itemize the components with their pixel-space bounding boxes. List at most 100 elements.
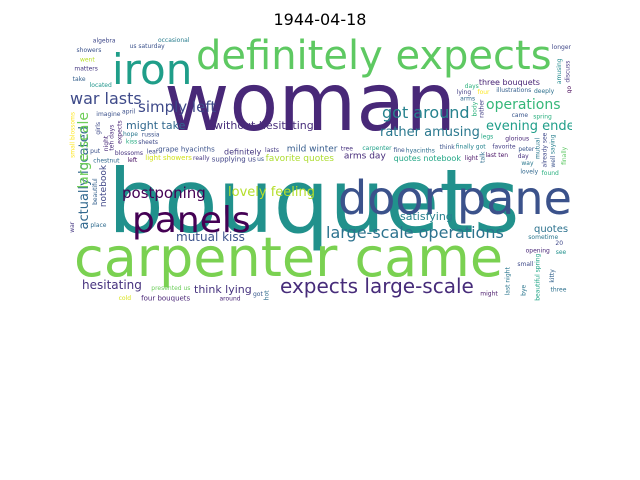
cloud-word: hesitating: [82, 278, 142, 292]
cloud-word: last ten: [486, 152, 509, 159]
cloud-word: kiss: [126, 139, 137, 146]
cloud-word: large-scale operations: [326, 223, 504, 242]
cloud-word: mild winter: [287, 144, 338, 154]
cloud-word: spring: [533, 113, 552, 120]
cloud-word: well: [550, 155, 557, 167]
cloud-word: opening: [526, 248, 550, 255]
cloud-word: april: [122, 108, 136, 115]
cloud-word: sometime: [528, 234, 558, 241]
cloud-word: four: [477, 89, 490, 96]
cloud-word: evening ended: [486, 119, 572, 134]
cloud-word: sheets: [138, 139, 158, 146]
cloud-word: bye: [520, 285, 527, 296]
cloud-word: discuss: [565, 61, 572, 83]
cloud-word: chestnut: [93, 157, 120, 164]
cloud-word: quotes notebook: [394, 154, 462, 163]
chart-title: 1944-04-18: [273, 10, 367, 29]
cloud-word: really: [193, 155, 210, 162]
cloud-word: left: [128, 157, 138, 164]
cloud-word: occasional: [158, 37, 190, 44]
cloud-word: got: [253, 291, 263, 298]
cloud-word: satisfying: [400, 210, 453, 223]
cloud-word: carpenter came: [74, 226, 503, 289]
cloud-word: talk: [480, 151, 487, 163]
cloud-word: definitely: [224, 148, 262, 157]
cloud-word: night: [103, 135, 110, 151]
cloud-word: hyacinths: [406, 147, 435, 154]
cloud-word: expects: [117, 120, 124, 143]
cloud-word: days: [465, 83, 479, 90]
cloud-word: finally: [561, 146, 568, 165]
cloud-word: us: [257, 156, 264, 163]
cloud-word: imagine: [96, 111, 120, 118]
cloud-word: mutual kiss: [176, 230, 245, 244]
cloud-word: three: [551, 287, 567, 294]
cloud-word: small blossoms: [70, 112, 77, 158]
cloud-word: presented us: [151, 285, 190, 292]
cloud-word: supplying us: [212, 156, 257, 164]
cloud-word: large-scale: [76, 112, 92, 189]
cloud-word: notebook: [99, 164, 109, 207]
cloud-word: arms day: [344, 152, 387, 162]
cloud-word: hope: [123, 131, 138, 138]
cloud-word: lovely: [520, 169, 538, 176]
cloud-word: illustrations: [496, 87, 531, 94]
cloud-word: place: [90, 222, 106, 229]
cloud-word: found: [542, 170, 559, 177]
cloud-word: matters: [74, 66, 98, 73]
cloud-word: kitty: [549, 269, 556, 283]
cloud-word: amusing: [556, 58, 563, 84]
cloud-word: definitely expects: [196, 36, 552, 79]
cloud-word: lying: [457, 89, 472, 96]
cloud-word: went: [80, 56, 95, 63]
cloud-word: saying: [550, 134, 557, 154]
cloud-word: favorite: [492, 144, 515, 151]
cloud-word: leaf: [147, 149, 159, 156]
cloud-word: without hesitating: [214, 119, 314, 132]
cloud-word: blossoms: [115, 150, 143, 157]
cloud-word: take: [73, 76, 86, 83]
cloud-word: light: [465, 155, 479, 162]
cloud-word: war lasts: [70, 89, 142, 108]
cloud-word: panels: [132, 200, 251, 241]
cloud-word: operations: [486, 97, 561, 113]
cloud-word: think: [440, 144, 456, 151]
cloud-word: go: [566, 86, 572, 94]
cloud-word: way: [521, 160, 534, 167]
cloud-word: simply left: [138, 98, 216, 116]
cloud-word: beautiful: [92, 178, 99, 205]
cloud-word: longer: [552, 44, 572, 51]
cloud-word: cold: [119, 295, 132, 302]
cloud-word: actually located: [77, 126, 92, 230]
cloud-word: got around: [382, 103, 470, 122]
cloud-word: legs: [481, 134, 493, 141]
cloud-word: located: [90, 82, 112, 89]
cloud-word: light showers: [145, 154, 192, 162]
cloud-word: last night: [505, 267, 512, 296]
cloud-word: arms: [460, 95, 475, 102]
cloud-word: glorious: [505, 136, 529, 143]
cloud-word: think lying: [194, 283, 252, 296]
cloud-word: algebra: [93, 37, 116, 44]
cloud-word: expects large-scale: [280, 274, 474, 298]
cloud-word: see: [556, 249, 567, 256]
cloud-word: russia: [142, 132, 160, 139]
cloud-word: came: [512, 112, 529, 119]
cloud-word: tree: [341, 145, 353, 152]
cloud-word: showers: [77, 47, 102, 54]
cloud-word: already see: [542, 132, 549, 167]
cloud-word: lovely feeling: [228, 185, 315, 200]
cloud-word: woman: [164, 56, 456, 149]
cloud-word: bouquets: [108, 150, 520, 253]
cloud-word: lasts: [265, 147, 279, 154]
cloud-word: might: [480, 290, 498, 297]
cloud-word: door panels: [338, 171, 572, 225]
cloud-word: 20: [555, 240, 563, 247]
cloud-word: put: [90, 148, 101, 155]
cloud-word: peter: [518, 146, 535, 153]
cloud-word: small: [517, 261, 533, 268]
cloud-word: body: [471, 101, 478, 116]
cloud-word: around: [220, 295, 241, 302]
